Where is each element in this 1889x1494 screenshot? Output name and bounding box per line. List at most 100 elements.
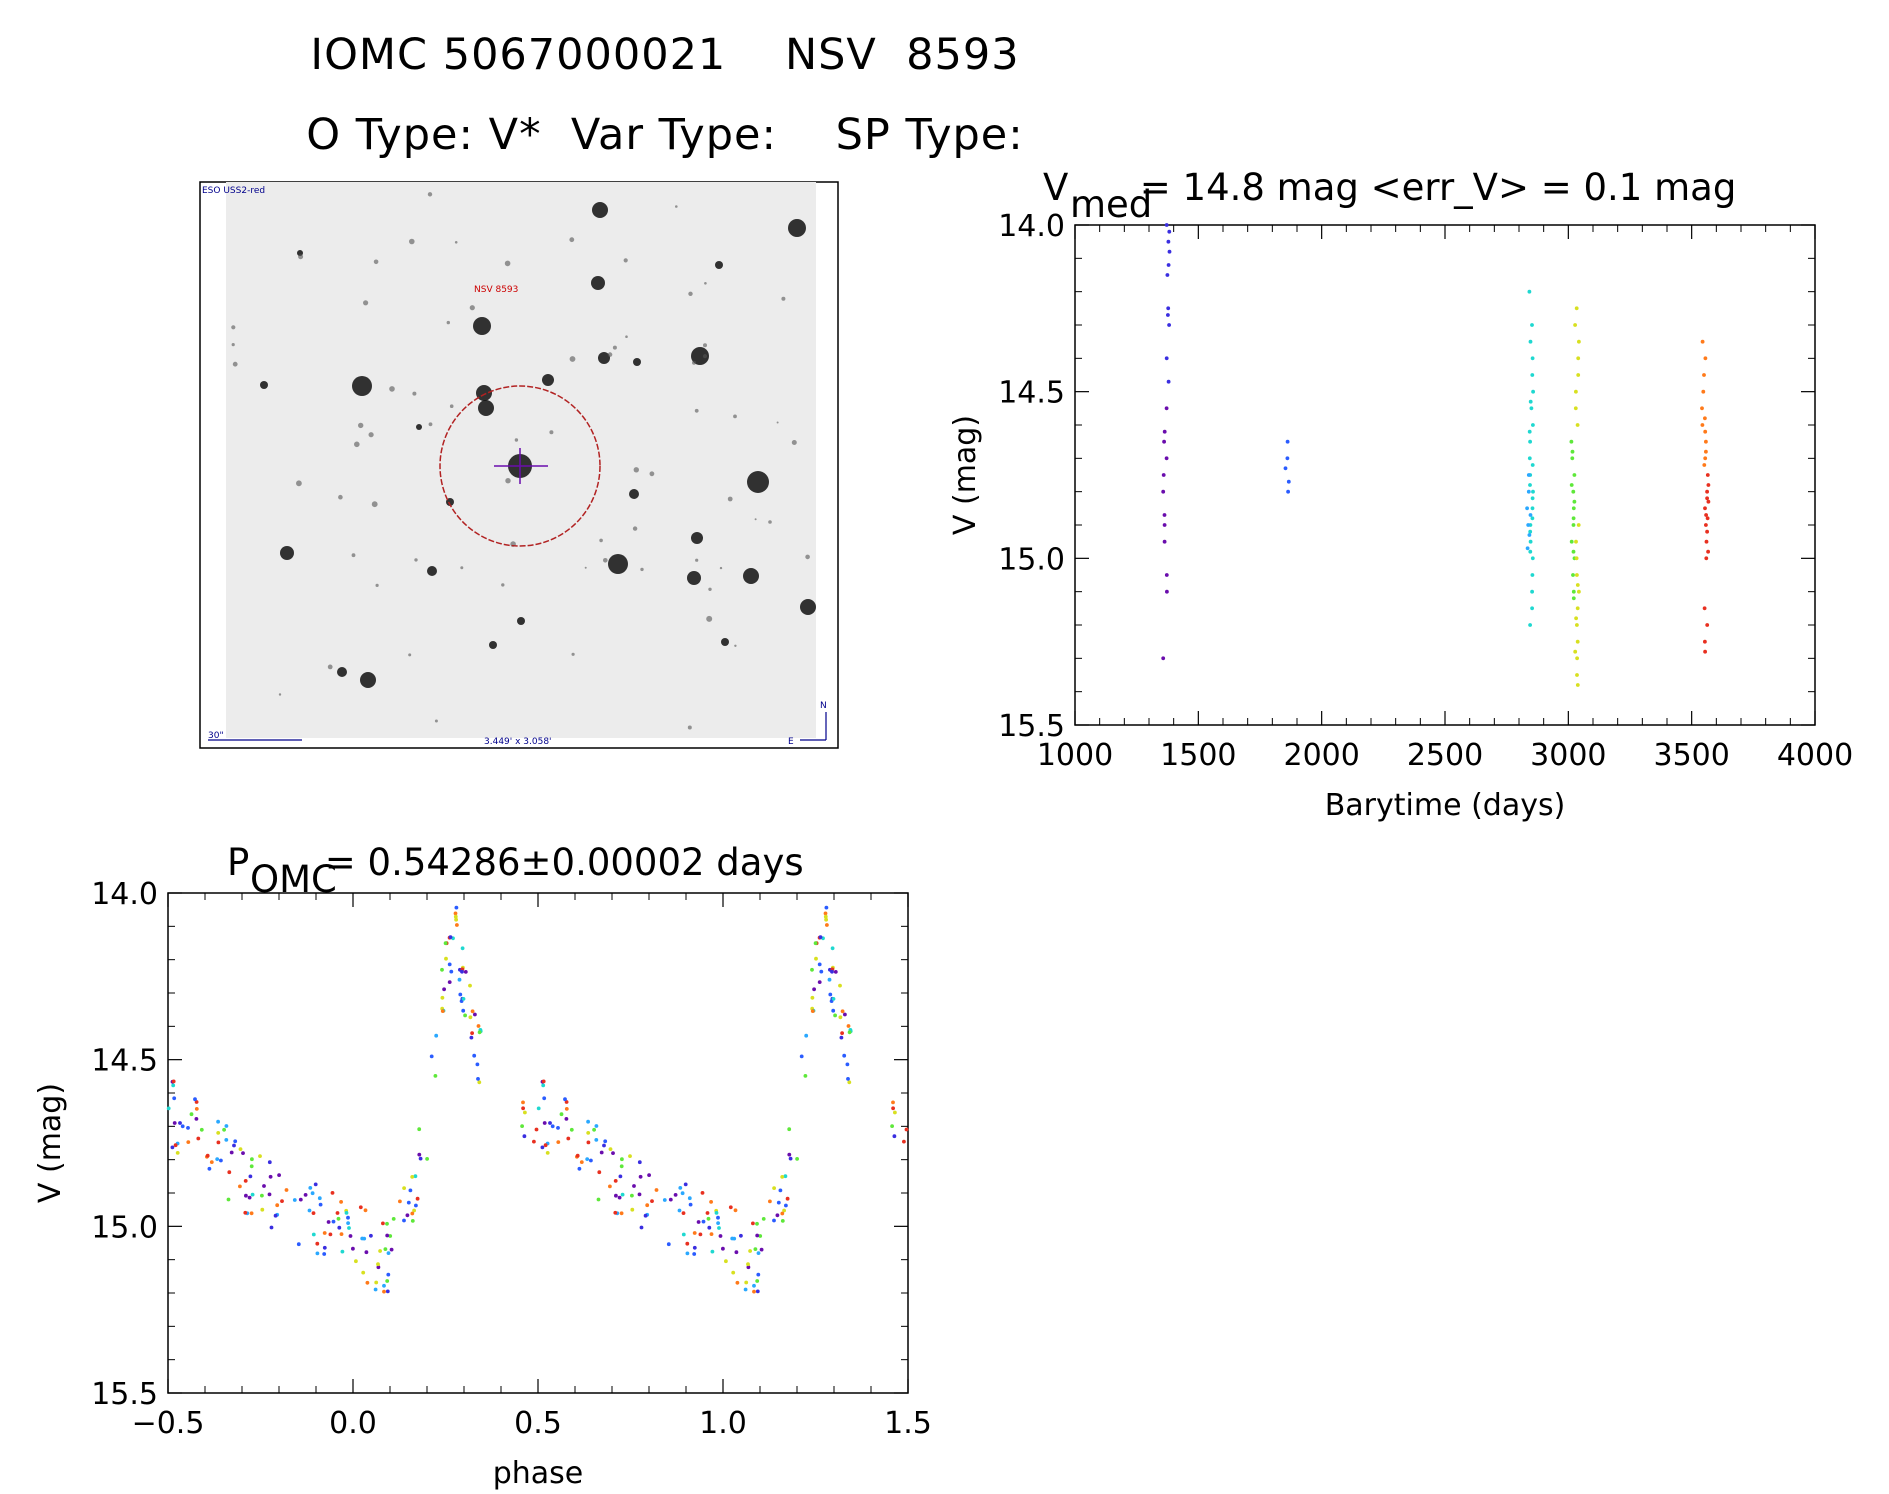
phased-point <box>890 1124 894 1128</box>
light-curve-point <box>1285 439 1290 444</box>
phased-point <box>810 1009 815 1013</box>
light-curve-point <box>1700 339 1705 344</box>
phased-point <box>180 1124 185 1129</box>
faint-star <box>607 352 613 357</box>
star <box>598 352 610 364</box>
phased-point <box>647 1173 651 1177</box>
phased-point <box>818 935 823 939</box>
light-curve-point <box>1162 429 1167 434</box>
phased-point <box>461 997 466 1001</box>
light-curve-x-tick-label: 2500 <box>1407 738 1483 773</box>
phased-point <box>172 1121 177 1125</box>
light-curve-point <box>1702 463 1707 467</box>
phased-y-tick-label: 14.5 <box>91 1044 158 1079</box>
phased-point <box>785 1196 790 1201</box>
light-curve-chart: 1000 1500 2000 2500 3000 3500 4000 14.0 14.5 15.0… <box>948 166 1853 823</box>
phased-point <box>378 1249 382 1253</box>
phased-point <box>845 1062 850 1067</box>
light-curve-point <box>1575 656 1579 661</box>
phased-point <box>739 1233 743 1238</box>
light-curve-point <box>1704 449 1708 454</box>
phased-point <box>556 1126 560 1130</box>
phased-point <box>344 1211 349 1215</box>
light-curve-point <box>1569 483 1574 487</box>
faint-star <box>625 335 628 339</box>
light-curve-point <box>1703 416 1707 421</box>
phased-point <box>678 1186 683 1190</box>
phased-point <box>241 1151 245 1155</box>
light-curve-point <box>1167 249 1172 254</box>
light-curve-point <box>1700 423 1705 427</box>
phased-point <box>545 1151 550 1155</box>
phased-point <box>734 1250 739 1255</box>
light-curve-point <box>1703 639 1707 644</box>
phased-point <box>468 983 472 988</box>
phased-point <box>840 1031 844 1035</box>
phased-point <box>714 1211 719 1215</box>
phased-point <box>814 956 818 961</box>
faint-star <box>298 254 304 260</box>
phased-point <box>189 1112 194 1117</box>
phased-point <box>559 1112 564 1117</box>
faint-star <box>695 558 699 562</box>
phased-point <box>469 1035 474 1040</box>
phased-point <box>250 1192 255 1197</box>
phased-y-tick-label: 15.0 <box>91 1210 158 1245</box>
phased-point <box>550 1124 555 1129</box>
phased-point <box>753 1247 758 1251</box>
phased-point <box>804 1033 809 1038</box>
light-curve-plot-frame <box>1074 224 1816 726</box>
faint-star <box>727 496 733 502</box>
faint-star <box>338 494 343 500</box>
light-curve-point <box>1571 506 1576 511</box>
light-curve-point <box>1575 423 1580 427</box>
target-circle <box>439 385 601 547</box>
phased-point <box>650 1199 654 1203</box>
light-curve-y-tick-label: 15.5 <box>998 709 1065 744</box>
star <box>476 385 492 401</box>
light-curve-point <box>1705 529 1709 534</box>
phased-point <box>440 995 445 1000</box>
light-curve-point <box>1571 549 1576 554</box>
phased-point <box>772 1218 776 1223</box>
phased-point <box>666 1242 671 1247</box>
phased-point <box>383 1247 388 1251</box>
phased-point <box>224 1124 229 1128</box>
phased-point <box>373 1287 378 1292</box>
phased-point <box>348 1234 353 1238</box>
phased-point <box>692 1231 697 1235</box>
faint-star <box>460 566 464 570</box>
light-curve-point <box>1167 323 1171 327</box>
light-curve-point <box>1530 606 1534 611</box>
star <box>337 667 347 677</box>
light-curve-point <box>1571 589 1576 594</box>
faint-star <box>454 241 458 244</box>
light-curve-x-tick-label: 4000 <box>1777 738 1853 773</box>
light-curve-title-main: V <box>1043 166 1068 209</box>
phased-title-rest: = 0.54286±0.00002 days <box>313 841 804 884</box>
faint-star <box>703 343 707 348</box>
target-label: NSV 8593 <box>474 285 518 295</box>
phased-ylabel: V (mag) <box>33 1083 68 1203</box>
star <box>608 554 628 574</box>
light-curve-point <box>1528 483 1532 487</box>
phased-point <box>226 1197 231 1202</box>
phased-point <box>376 1265 381 1270</box>
light-curve-point <box>1570 456 1575 461</box>
phased-point <box>594 1138 599 1142</box>
phased-point <box>892 1134 897 1139</box>
phased-point <box>847 1030 852 1035</box>
phased-point <box>275 1203 280 1208</box>
light-curve-point <box>1574 389 1578 394</box>
phased-point <box>602 1143 606 1148</box>
phased-point <box>476 1024 481 1028</box>
star <box>280 546 294 560</box>
faint-star <box>632 526 638 531</box>
faint-star <box>733 414 737 419</box>
light-curve-y-tick-label: 14.0 <box>998 209 1065 244</box>
star <box>427 566 437 576</box>
phased-point <box>331 1219 336 1224</box>
light-curve-point <box>1162 523 1167 527</box>
phased-point <box>461 1008 466 1013</box>
phased-point <box>752 1289 756 1294</box>
